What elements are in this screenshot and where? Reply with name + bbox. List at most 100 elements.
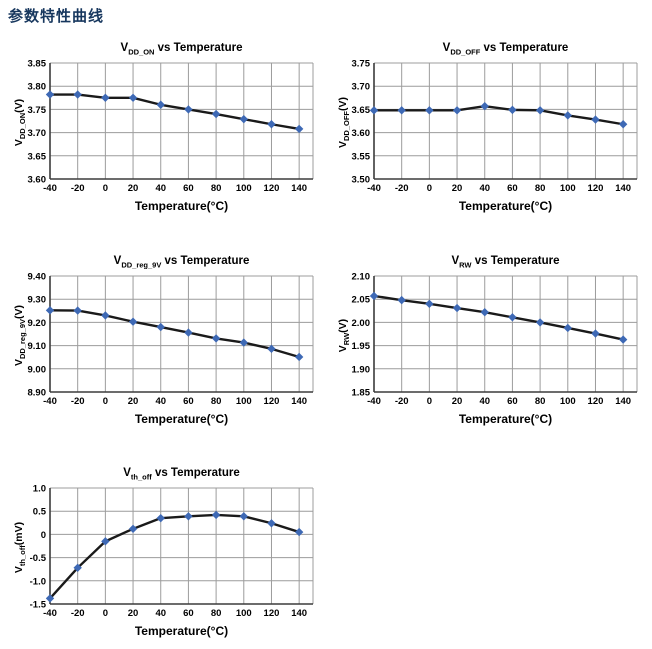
x-tick-labels: -40 -20 0 20 40 60 80 100 120 140 <box>367 396 631 407</box>
data-point-marker <box>480 101 489 111</box>
chart-title: VRW vs Temperature <box>374 255 637 272</box>
data-point-marker <box>101 93 110 102</box>
svg-text:1.85: 1.85 <box>352 388 371 399</box>
chart-title: VDD_reg_9V vs Temperature <box>50 255 313 272</box>
x-axis-label: Temperature(°C) <box>134 199 229 213</box>
data-point-marker <box>369 291 379 301</box>
data-point-marker <box>211 109 221 119</box>
chart-vth-off: Vth_off vs Temperature Vth_off(mV) 1.0 0.… <box>10 467 322 645</box>
chart-title-subscript: DD_OFF <box>450 47 481 57</box>
svg-text:140: 140 <box>291 183 307 194</box>
svg-text:40: 40 <box>155 608 166 619</box>
data-points <box>45 306 304 362</box>
axes <box>373 63 637 180</box>
svg-text:3.85: 3.85 <box>28 59 47 70</box>
svg-text:3.65: 3.65 <box>28 151 47 162</box>
svg-text:120: 120 <box>264 396 280 407</box>
data-point-marker <box>563 323 572 333</box>
x-tick-labels: -40 -20 0 20 40 60 80 100 120 140 <box>43 396 307 407</box>
axes <box>49 488 313 605</box>
svg-text:3.65: 3.65 <box>352 105 371 116</box>
svg-text:80: 80 <box>535 396 546 407</box>
chart-title-symbol: V <box>451 255 460 267</box>
svg-text:80: 80 <box>211 608 222 619</box>
y-tick-labels: 3.75 3.70 3.65 3.60 3.55 3.50 <box>352 59 371 186</box>
plot-area: 3.75 3.70 3.65 3.60 3.55 3.50-40 -20 0 20 40 60 80 1… <box>352 59 638 194</box>
svg-text:40: 40 <box>155 396 166 407</box>
x-tick-labels: -40 -20 0 20 40 60 80 100 120 140 <box>43 183 307 194</box>
data-point-marker <box>591 329 600 338</box>
data-point-marker <box>211 334 221 343</box>
svg-text:20: 20 <box>452 396 463 407</box>
data-point-marker <box>128 317 138 326</box>
svg-text:-40: -40 <box>367 396 381 407</box>
y-tick-labels: 2.10 2.05 2.00 1.95 1.90 1.85 <box>352 272 371 399</box>
svg-text:100: 100 <box>236 396 252 407</box>
svg-text:9.00: 9.00 <box>28 364 47 375</box>
svg-text:40: 40 <box>155 183 166 194</box>
chart-title-rest: vs Temperature <box>471 255 560 267</box>
data-point-marker <box>267 120 276 129</box>
svg-text:8.90: 8.90 <box>28 388 47 399</box>
svg-text:20: 20 <box>128 396 139 407</box>
svg-text:60: 60 <box>507 183 518 194</box>
svg-text:0: 0 <box>41 530 46 541</box>
svg-text:120: 120 <box>264 608 280 619</box>
gridlines <box>49 487 314 605</box>
svg-text:-20: -20 <box>71 183 85 194</box>
svg-text:60: 60 <box>507 396 518 407</box>
data-points <box>45 510 304 603</box>
y-tick-labels: 1.0 0.5 0 -0.5 -1.0 -1.5 <box>30 484 47 611</box>
svg-text:20: 20 <box>128 608 139 619</box>
x-tick-labels: -40 -20 0 20 40 60 80 100 120 140 <box>367 183 631 194</box>
svg-text:3.50: 3.50 <box>352 175 371 186</box>
svg-text:100: 100 <box>560 396 576 407</box>
data-point-marker <box>397 295 406 305</box>
svg-text:-1.5: -1.5 <box>30 600 47 611</box>
axes <box>49 276 313 393</box>
data-point-marker <box>184 328 193 337</box>
data-point-marker <box>45 306 55 315</box>
svg-text:3.70: 3.70 <box>28 128 47 139</box>
data-point-marker <box>397 106 406 115</box>
chart-title-subscript: DD_ON <box>128 47 155 57</box>
svg-text:-20: -20 <box>395 183 409 194</box>
svg-text:0: 0 <box>427 396 432 407</box>
svg-text:60: 60 <box>183 608 194 619</box>
svg-text:-20: -20 <box>71 396 85 407</box>
svg-text:3.55: 3.55 <box>352 151 371 162</box>
plot-area: 9.40 9.30 9.20 9.10 9.00 8.90-40 -20 0 20 40 60 80 1… <box>28 272 314 407</box>
svg-text:120: 120 <box>588 183 604 194</box>
gridlines <box>373 62 638 180</box>
svg-text:-40: -40 <box>43 396 57 407</box>
chart-title-rest: vs Temperature <box>480 42 569 54</box>
data-point-marker <box>267 519 276 528</box>
chart-title: VDD_ON vs Temperature <box>50 42 313 59</box>
x-axis-label: Temperature(°C) <box>458 199 553 213</box>
svg-text:100: 100 <box>236 183 252 194</box>
data-point-marker <box>452 303 462 313</box>
data-point-marker <box>211 510 221 520</box>
svg-text:140: 140 <box>291 608 307 619</box>
svg-text:0: 0 <box>103 396 108 407</box>
data-point-marker <box>480 307 489 317</box>
svg-text:2.10: 2.10 <box>352 272 371 283</box>
svg-text:3.80: 3.80 <box>28 82 47 93</box>
gridlines <box>49 275 314 393</box>
page-title: 参数特性曲线 <box>8 8 105 25</box>
data-point-marker <box>563 111 572 120</box>
data-series-line <box>48 513 301 600</box>
svg-text:9.10: 9.10 <box>28 341 47 352</box>
svg-text:0.5: 0.5 <box>33 507 47 518</box>
data-point-marker <box>45 90 55 99</box>
data-point-marker <box>508 105 517 115</box>
svg-text:120: 120 <box>264 183 280 194</box>
data-point-marker <box>239 512 248 521</box>
data-point-marker <box>239 114 248 124</box>
svg-text:9.30: 9.30 <box>28 295 47 306</box>
data-point-marker <box>267 344 276 354</box>
data-point-marker <box>45 594 55 603</box>
svg-text:-1.0: -1.0 <box>30 576 46 587</box>
svg-text:80: 80 <box>211 183 222 194</box>
